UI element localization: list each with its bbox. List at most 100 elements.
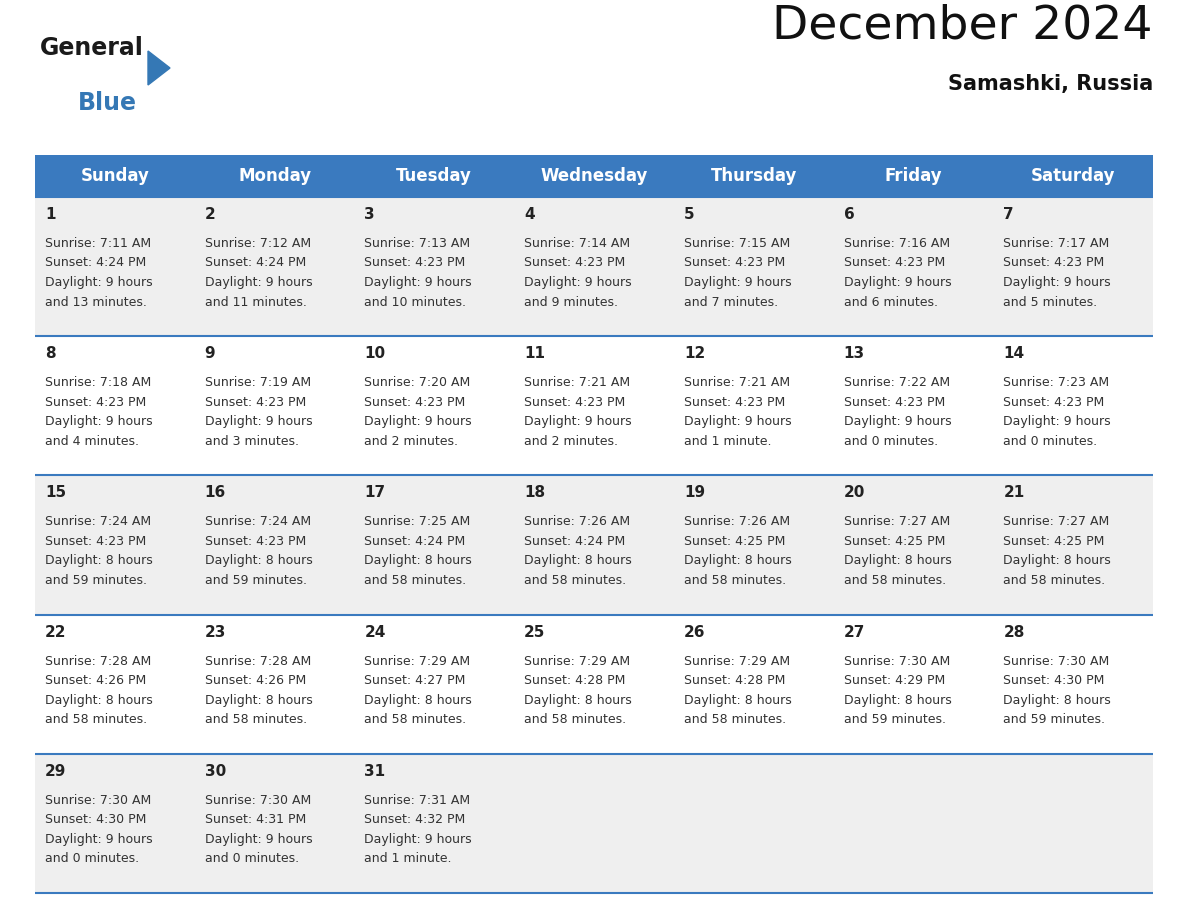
Text: and 10 minutes.: and 10 minutes. [365,296,467,308]
Text: Daylight: 8 hours: Daylight: 8 hours [684,694,791,707]
Text: Daylight: 9 hours: Daylight: 9 hours [204,415,312,428]
Text: 16: 16 [204,486,226,500]
Text: and 1 minute.: and 1 minute. [684,435,771,448]
Text: Daylight: 9 hours: Daylight: 9 hours [1004,415,1111,428]
Text: and 59 minutes.: and 59 minutes. [1004,713,1105,726]
Text: Daylight: 8 hours: Daylight: 8 hours [365,554,472,567]
Text: 30: 30 [204,764,226,778]
Text: Daylight: 8 hours: Daylight: 8 hours [684,554,791,567]
Text: Daylight: 8 hours: Daylight: 8 hours [524,554,632,567]
Text: Daylight: 9 hours: Daylight: 9 hours [524,276,632,289]
Text: Sunrise: 7:22 AM: Sunrise: 7:22 AM [843,376,949,389]
Text: and 58 minutes.: and 58 minutes. [204,713,307,726]
Text: 6: 6 [843,207,854,222]
Text: Daylight: 8 hours: Daylight: 8 hours [45,554,153,567]
Text: Daylight: 8 hours: Daylight: 8 hours [843,554,952,567]
Text: Daylight: 9 hours: Daylight: 9 hours [204,276,312,289]
Text: Sunrise: 7:14 AM: Sunrise: 7:14 AM [524,237,631,250]
Text: Sunset: 4:29 PM: Sunset: 4:29 PM [843,674,944,687]
Text: Daylight: 9 hours: Daylight: 9 hours [45,276,152,289]
Text: Daylight: 9 hours: Daylight: 9 hours [684,276,791,289]
Text: Sunset: 4:23 PM: Sunset: 4:23 PM [45,535,146,548]
Text: December 2024: December 2024 [772,3,1154,48]
Text: Sunrise: 7:26 AM: Sunrise: 7:26 AM [524,515,631,529]
Text: Daylight: 9 hours: Daylight: 9 hours [843,415,952,428]
Text: Friday: Friday [885,167,942,185]
Text: Sunset: 4:23 PM: Sunset: 4:23 PM [365,256,466,270]
Text: Sunrise: 7:19 AM: Sunrise: 7:19 AM [204,376,311,389]
Text: Sunset: 4:30 PM: Sunset: 4:30 PM [45,813,146,826]
Text: 24: 24 [365,624,386,640]
Text: Sunrise: 7:15 AM: Sunrise: 7:15 AM [684,237,790,250]
Text: 1: 1 [45,207,56,222]
Text: Daylight: 9 hours: Daylight: 9 hours [204,833,312,845]
Text: Sunrise: 7:29 AM: Sunrise: 7:29 AM [684,655,790,667]
Text: Daylight: 9 hours: Daylight: 9 hours [684,415,791,428]
Text: 13: 13 [843,346,865,361]
Text: Sunrise: 7:21 AM: Sunrise: 7:21 AM [684,376,790,389]
Text: Sunset: 4:23 PM: Sunset: 4:23 PM [843,396,944,409]
Text: Daylight: 8 hours: Daylight: 8 hours [45,694,153,707]
Bar [354,155,514,197]
Text: 21: 21 [1004,486,1024,500]
Text: Sunrise: 7:12 AM: Sunrise: 7:12 AM [204,237,311,250]
Text: Sunset: 4:24 PM: Sunset: 4:24 PM [365,535,466,548]
Text: Sunset: 4:24 PM: Sunset: 4:24 PM [204,256,307,270]
Text: Sunrise: 7:24 AM: Sunrise: 7:24 AM [45,515,151,529]
Text: and 0 minutes.: and 0 minutes. [204,852,299,866]
Text: Sunrise: 7:23 AM: Sunrise: 7:23 AM [1004,376,1110,389]
Text: Daylight: 9 hours: Daylight: 9 hours [365,833,472,845]
Text: 23: 23 [204,624,226,640]
Text: Sunrise: 7:13 AM: Sunrise: 7:13 AM [365,237,470,250]
Text: and 1 minute.: and 1 minute. [365,852,451,866]
Text: Sunset: 4:32 PM: Sunset: 4:32 PM [365,813,466,826]
Text: Sunset: 4:26 PM: Sunset: 4:26 PM [204,674,307,687]
Text: Daylight: 9 hours: Daylight: 9 hours [365,415,472,428]
Text: Sunrise: 7:26 AM: Sunrise: 7:26 AM [684,515,790,529]
Text: 12: 12 [684,346,706,361]
Text: 27: 27 [843,624,865,640]
Text: and 59 minutes.: and 59 minutes. [843,713,946,726]
Text: Wednesday: Wednesday [541,167,647,185]
Bar [993,155,1154,197]
Text: Sunset: 4:28 PM: Sunset: 4:28 PM [524,674,626,687]
Text: 20: 20 [843,486,865,500]
Text: Sunset: 4:26 PM: Sunset: 4:26 PM [45,674,146,687]
Bar [34,476,1154,614]
Bar [34,197,1154,336]
Text: General: General [40,36,144,60]
Text: and 58 minutes.: and 58 minutes. [684,713,786,726]
Text: Sunrise: 7:30 AM: Sunrise: 7:30 AM [843,655,950,667]
Bar [514,155,674,197]
Text: and 58 minutes.: and 58 minutes. [365,713,467,726]
Text: and 11 minutes.: and 11 minutes. [204,296,307,308]
Text: Sunrise: 7:16 AM: Sunrise: 7:16 AM [843,237,949,250]
Bar [34,614,1154,754]
Text: Thursday: Thursday [710,167,797,185]
Text: Sunset: 4:23 PM: Sunset: 4:23 PM [1004,396,1105,409]
Text: Tuesday: Tuesday [397,167,472,185]
Text: and 0 minutes.: and 0 minutes. [1004,435,1098,448]
Text: 5: 5 [684,207,695,222]
Text: Sunset: 4:30 PM: Sunset: 4:30 PM [1004,674,1105,687]
Text: and 58 minutes.: and 58 minutes. [1004,574,1105,587]
Text: 22: 22 [45,624,67,640]
Text: 29: 29 [45,764,67,778]
Text: Saturday: Saturday [1031,167,1116,185]
Text: 9: 9 [204,346,215,361]
Text: Sunrise: 7:18 AM: Sunrise: 7:18 AM [45,376,151,389]
Text: and 2 minutes.: and 2 minutes. [524,435,618,448]
Text: and 2 minutes.: and 2 minutes. [365,435,459,448]
Text: 19: 19 [684,486,704,500]
Text: and 58 minutes.: and 58 minutes. [365,574,467,587]
Text: and 58 minutes.: and 58 minutes. [524,713,626,726]
Text: 31: 31 [365,764,386,778]
Text: Daylight: 9 hours: Daylight: 9 hours [1004,276,1111,289]
Text: Daylight: 8 hours: Daylight: 8 hours [1004,554,1111,567]
Text: 2: 2 [204,207,215,222]
Text: 17: 17 [365,486,386,500]
Text: Sunset: 4:23 PM: Sunset: 4:23 PM [204,396,307,409]
Bar [34,336,1154,476]
Text: and 13 minutes.: and 13 minutes. [45,296,147,308]
Text: Daylight: 8 hours: Daylight: 8 hours [524,694,632,707]
